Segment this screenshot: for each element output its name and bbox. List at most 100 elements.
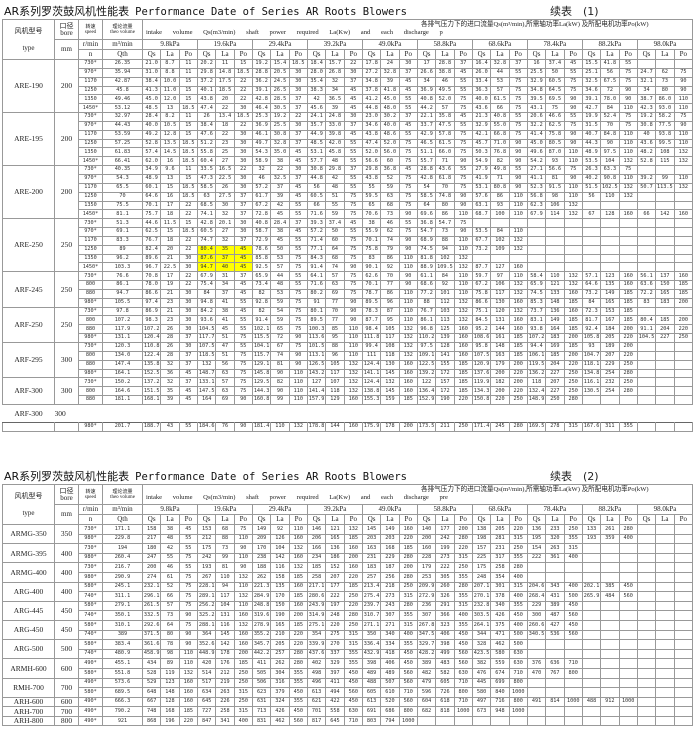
qs-cell (581, 648, 602, 660)
qs-cell: 107.5 (196, 342, 217, 352)
la-cell: 42 (325, 173, 345, 184)
la-cell (655, 191, 675, 202)
table-row: 740* 311.1 296.1 66 75 289.1 117 132 284.9 170 185… (3, 591, 694, 602)
model-name: ARF-300 (2, 377, 55, 405)
po-cell: 315 (453, 600, 473, 612)
qs-cell: 253 (416, 571, 437, 583)
po-cell: 110 (563, 147, 583, 158)
qs-cell: 141.4 (306, 386, 327, 397)
la-cell: 275 (325, 629, 345, 641)
la-cell: 179 (490, 359, 510, 370)
la-cell: 82 (270, 377, 290, 388)
qs-cell: 448.9 (196, 648, 217, 660)
po-cell: 160 (178, 687, 198, 698)
bore-value: 400 (54, 543, 79, 564)
la-cell: 26 (215, 182, 235, 193)
po-cell: 22 (233, 94, 253, 105)
la-cell: 68 (325, 253, 345, 264)
la-cell: 254 (600, 368, 620, 379)
theo-volume-cell: 103.3 (102, 262, 143, 273)
qs-cell: 30.8 (636, 120, 657, 131)
la-cell: 62 (380, 227, 400, 237)
la-cell (655, 200, 675, 211)
table-row: 800 134.0 122.4 28 37 118.5 51 75 115.7 74 90 113.1… (3, 350, 694, 361)
po-cell (673, 552, 694, 564)
la-cell: 165 (325, 533, 345, 545)
qs-cell: 90.1 (361, 262, 382, 273)
po-cell: 45 (343, 94, 363, 105)
type-header: 风机型号 type (2, 484, 55, 525)
po-cell: 55 (178, 543, 198, 554)
po-cell: 45 (288, 182, 308, 193)
theo-volume-cell: 117.9 (102, 324, 143, 335)
po-cell (673, 639, 694, 650)
po-cell (563, 687, 583, 698)
qs-cell: 97.4 (141, 297, 162, 308)
la-cell: 484 (600, 591, 620, 602)
speed-cell: 970* (78, 67, 103, 78)
po-cell: 220 (178, 715, 198, 727)
po-cell: 185 (398, 543, 418, 554)
qs-cell: 288.1 (196, 619, 217, 631)
po-cell: 90 (618, 94, 638, 105)
pressure-header: 49.0kPa (361, 39, 418, 50)
po-cell: 110 (673, 173, 694, 184)
type-header-cn: 风机型号 (14, 491, 43, 500)
table-row: ARH-800 800 490* 921 868 196 220 847 341 400 831 46… (2, 715, 694, 727)
qs-cell (636, 658, 657, 669)
la-cell: 30.2 (380, 112, 400, 122)
la-cell: 84 (600, 103, 620, 114)
po-cell: 160 (288, 581, 308, 593)
po-cell: 55 (178, 533, 198, 545)
la-cell: 52.4 (600, 112, 620, 122)
la-cell: 110 (545, 271, 565, 282)
qs-cell: 19.2 (636, 112, 657, 122)
po-cell: 355 (343, 648, 363, 660)
la-cell: 159 (380, 395, 400, 405)
la-cell: 257 (270, 648, 290, 660)
la-cell: 153 (600, 306, 620, 317)
qs-cell: 137.6 (471, 368, 492, 379)
qs-cell: 41.3 (141, 85, 162, 96)
qs-cell (581, 706, 602, 717)
qs-cell: 423.5 (471, 648, 492, 660)
qs-cell: 256.2 (196, 600, 217, 612)
po-cell: 160 (398, 377, 418, 388)
la-cell: 148 (490, 342, 510, 352)
title-en: Performance Date of Series AR Roots Blow… (135, 6, 407, 18)
qs-cell: 420 (196, 658, 217, 669)
qs-cell: 118.1 (581, 359, 602, 370)
qs-cell: 314.9 (306, 610, 327, 621)
la-cell: 55.0 (490, 120, 510, 131)
la-cell: 67 (270, 342, 290, 352)
la-cell: 50 (325, 227, 345, 237)
po-cell: 75 (343, 200, 363, 211)
qs-cell: 260.6 (526, 619, 547, 631)
po-cell: 200 (618, 324, 638, 335)
qs-cell (636, 581, 657, 593)
la-cell: 28.8 (435, 59, 455, 69)
la-cell (655, 610, 675, 621)
la-cell: 340 (490, 600, 510, 612)
qs-cell: 69.6 (416, 209, 437, 220)
po-cell: 75 (233, 386, 253, 397)
po-cell: 75 (508, 120, 528, 131)
po-cell: 90 (343, 315, 363, 326)
po-cell: 160 (288, 552, 308, 564)
qs-cell: 82 (251, 306, 272, 317)
qs-cell: 411 (251, 658, 272, 669)
po-cell: 132 (453, 297, 473, 308)
po-cell: 55 (398, 94, 418, 105)
po-cell: 400 (453, 610, 473, 621)
po-cell: 132 (618, 191, 638, 202)
speed-cell: 980* (78, 552, 103, 564)
la-cell: 92 (380, 262, 400, 273)
qs-cell: 232.1 (141, 581, 162, 593)
la-cell: 172 (435, 368, 455, 379)
theo-volume-cell: 66.41 (102, 156, 143, 167)
bore-unit: mm (54, 39, 79, 60)
qs-cell (636, 165, 657, 175)
qs-cell: 73.7 (526, 306, 547, 317)
la-cell: 116 (215, 619, 235, 631)
po-cell: 18.5 (178, 182, 198, 193)
